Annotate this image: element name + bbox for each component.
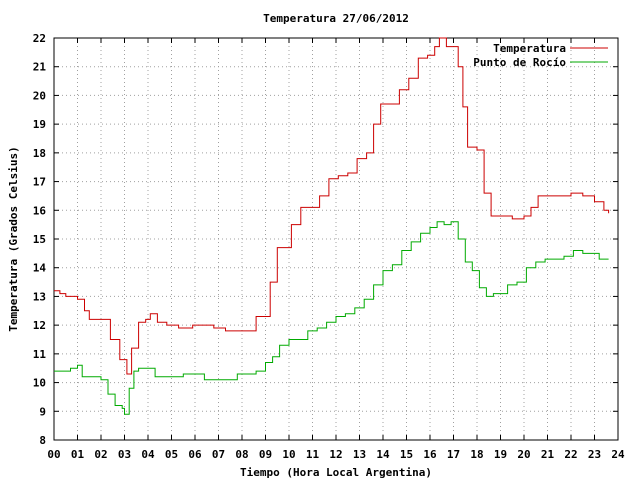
series-line-temperatura	[54, 37, 610, 375]
y-tick-label: 14	[33, 262, 47, 275]
x-tick-label: 05	[165, 448, 178, 461]
y-tick-label: 12	[33, 319, 46, 332]
x-tick-label: 01	[71, 448, 85, 461]
y-tick-label: 13	[33, 290, 46, 303]
x-tick-label: 16	[423, 448, 437, 461]
y-tick-label: 21	[33, 61, 47, 74]
y-tick-label: 8	[39, 434, 46, 447]
x-axis-tick-labels: 00 01 02 03 04 05 06 07 08 09 10 11 12 13 14 15 16 17 18 19…	[47, 448, 625, 461]
x-tick-label: 22	[564, 448, 577, 461]
y-tick-label: 22	[33, 32, 46, 45]
x-axis-label: Tiempo (Hora Local Argentina)	[240, 466, 432, 479]
x-tick-label: 04	[141, 448, 155, 461]
axis-ticks	[53, 37, 619, 441]
y-tick-label: 17	[33, 176, 46, 189]
x-tick-label: 09	[259, 448, 272, 461]
x-tick-label: 08	[235, 448, 248, 461]
y-tick-label: 9	[39, 405, 46, 418]
legend-label-punto-de-rocio: Punto de Rocío	[473, 56, 566, 69]
x-tick-label: 03	[118, 448, 131, 461]
x-tick-label: 19	[494, 448, 507, 461]
x-tick-label: 12	[329, 448, 342, 461]
y-tick-label: 11	[33, 348, 47, 361]
x-tick-label: 06	[188, 448, 202, 461]
x-tick-label: 07	[212, 448, 225, 461]
y-axis-tick-labels: 8 9 10 11 12 13 14 15 16 17 18 19 20 21 22	[33, 32, 47, 447]
x-tick-label: 02	[94, 448, 107, 461]
x-tick-label: 18	[470, 448, 483, 461]
x-tick-label: 21	[541, 448, 555, 461]
x-tick-label: 11	[306, 448, 320, 461]
y-axis-label: Temperatura (Grados Celsius)	[7, 146, 20, 331]
legend-label-temperatura: Temperatura	[493, 42, 566, 55]
x-tick-label: 13	[353, 448, 366, 461]
y-tick-label: 20	[33, 89, 46, 102]
y-tick-label: 15	[33, 233, 46, 246]
legend: Temperatura Punto de Rocío	[473, 42, 608, 69]
series-line-punto-de-rocio	[54, 221, 609, 415]
y-tick-label: 16	[33, 204, 47, 217]
x-tick-label: 23	[588, 448, 601, 461]
x-tick-label: 14	[376, 448, 390, 461]
grid	[54, 38, 618, 440]
x-tick-label: 17	[447, 448, 460, 461]
y-tick-label: 10	[33, 377, 46, 390]
series-lines	[54, 37, 610, 415]
x-tick-label: 10	[282, 448, 295, 461]
chart-title: Temperatura 27/06/2012	[263, 12, 409, 25]
x-tick-label: 24	[611, 448, 625, 461]
x-tick-label: 15	[400, 448, 413, 461]
x-tick-label: 20	[517, 448, 530, 461]
y-tick-label: 19	[33, 118, 46, 131]
x-tick-label: 00	[47, 448, 60, 461]
y-tick-label: 18	[33, 147, 46, 160]
